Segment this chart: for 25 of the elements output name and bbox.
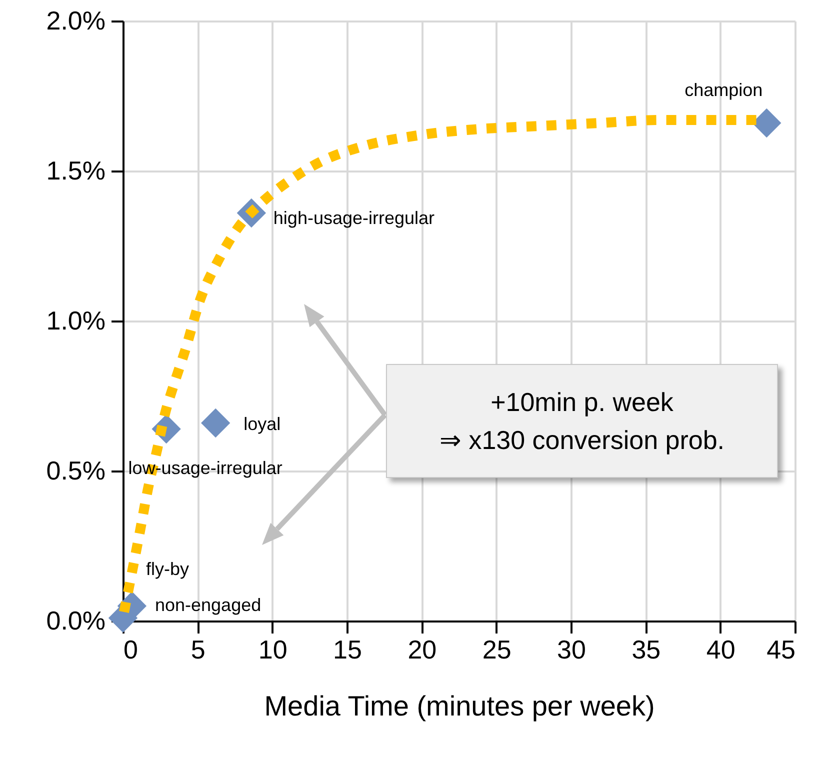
annotation: loyal (244, 414, 281, 434)
annotation: +10min p. week ⇒ x130 conversion prob. (439, 386, 725, 457)
x-tick-label: 30 (557, 634, 586, 664)
annotation: fly-by (146, 559, 189, 579)
x-tick-label: 40 (706, 634, 736, 664)
annotation: champion (684, 80, 763, 100)
y-tick-label: 0.5% (46, 456, 106, 486)
y-tick-label: 0.0% (46, 606, 106, 636)
x-tick-label: 10 (258, 634, 288, 664)
point (201, 408, 230, 438)
callout-box: +10min p. week ⇒ x130 conversion prob. (386, 364, 778, 478)
x-tick-label: 35 (632, 634, 661, 664)
x-tick-label: 5 (190, 634, 206, 664)
annotation: non-engaged (155, 595, 262, 615)
x-tick-label: 15 (333, 634, 362, 664)
x-tick-label: 0 (124, 634, 138, 664)
y-tick-label: 1.0% (46, 306, 106, 336)
point (752, 108, 782, 138)
x-tick-label: 20 (408, 634, 437, 664)
x-tick-label: 45 (766, 634, 796, 664)
annotation: high-usage-irregular (273, 208, 435, 228)
x-axis-title: Media Time (minutes per week) (264, 690, 655, 722)
x-tick-label: 25 (482, 634, 512, 664)
y-tick-label: 1.5% (46, 156, 106, 186)
y-tick-label: 2.0% (46, 6, 106, 36)
